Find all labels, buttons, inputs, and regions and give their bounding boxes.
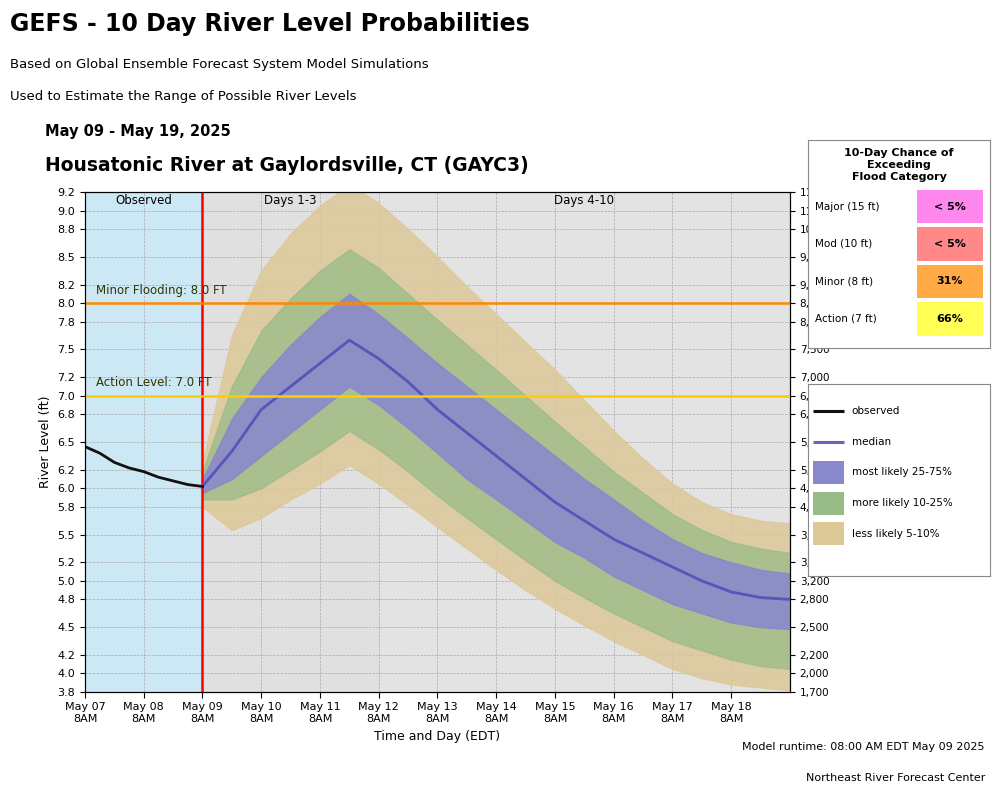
Y-axis label: River Flow
(cfs): River Flow (cfs): [861, 410, 889, 474]
Text: Observed: Observed: [115, 194, 172, 207]
Bar: [202, 192, 379, 692]
Text: Based on Global Ensemble Forecast System Model Simulations: Based on Global Ensemble Forecast System…: [10, 58, 429, 71]
X-axis label: Time and Day (EDT): Time and Day (EDT): [374, 730, 501, 742]
Text: median: median: [852, 437, 891, 446]
Text: < 5%: < 5%: [934, 239, 966, 249]
Text: Action (7 ft): Action (7 ft): [815, 314, 877, 324]
Text: less likely 5-10%: less likely 5-10%: [852, 529, 939, 538]
Text: Model runtime: 08:00 AM EDT May 09 2025: Model runtime: 08:00 AM EDT May 09 2025: [742, 742, 985, 752]
FancyBboxPatch shape: [917, 265, 983, 298]
FancyBboxPatch shape: [813, 522, 844, 546]
Text: more likely 10-25%: more likely 10-25%: [852, 498, 952, 508]
Text: Days 4-10: Days 4-10: [554, 194, 614, 207]
Text: Action Level: 7.0 FT: Action Level: 7.0 FT: [96, 376, 211, 390]
Text: May 09 - May 19, 2025: May 09 - May 19, 2025: [45, 124, 231, 138]
FancyBboxPatch shape: [917, 227, 983, 261]
Text: Northeast River Forecast Center: Northeast River Forecast Center: [806, 773, 985, 783]
Text: Days 1-3: Days 1-3: [264, 194, 317, 207]
Text: 31%: 31%: [937, 277, 963, 286]
Text: Major (15 ft): Major (15 ft): [815, 202, 880, 211]
Text: Housatonic River at Gaylordsville, CT (GAYC3): Housatonic River at Gaylordsville, CT (G…: [45, 156, 529, 174]
Text: < 5%: < 5%: [934, 202, 966, 211]
Text: 10-Day Chance of
Exceeding
Flood Category: 10-Day Chance of Exceeding Flood Categor…: [844, 148, 954, 182]
Text: most likely 25-75%: most likely 25-75%: [852, 467, 952, 478]
Text: observed: observed: [852, 406, 900, 416]
Y-axis label: River Level (ft): River Level (ft): [39, 396, 52, 488]
FancyBboxPatch shape: [813, 491, 844, 514]
Bar: [85, 192, 202, 692]
FancyBboxPatch shape: [917, 190, 983, 223]
Text: Used to Estimate the Range of Possible River Levels: Used to Estimate the Range of Possible R…: [10, 90, 356, 103]
Text: Mod (10 ft): Mod (10 ft): [815, 239, 873, 249]
Bar: [379, 192, 790, 692]
FancyBboxPatch shape: [917, 302, 983, 335]
Text: Minor Flooding: 8.0 FT: Minor Flooding: 8.0 FT: [96, 284, 226, 297]
Text: Minor (8 ft): Minor (8 ft): [815, 277, 873, 286]
FancyBboxPatch shape: [813, 461, 844, 484]
Text: GEFS - 10 Day River Level Probabilities: GEFS - 10 Day River Level Probabilities: [10, 11, 530, 35]
Text: 66%: 66%: [937, 314, 963, 324]
